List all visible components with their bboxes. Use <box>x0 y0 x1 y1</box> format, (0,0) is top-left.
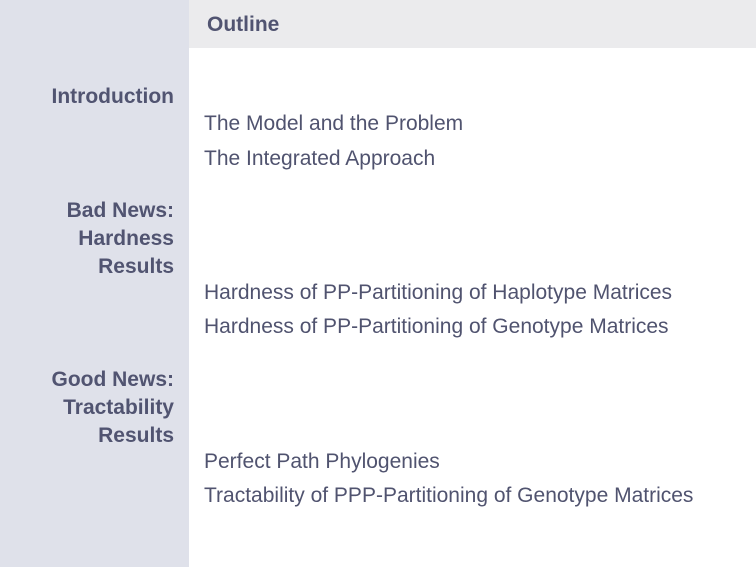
section-heading-line: Introduction <box>51 85 174 108</box>
section-heading-line: Good News: <box>51 368 174 391</box>
outline-item: The Integrated Approach <box>204 147 436 170</box>
outline-item: Perfect Path Phylogenies <box>204 450 440 473</box>
outline-sidebar <box>0 0 189 567</box>
section-heading-line: Hardness <box>78 227 174 250</box>
section-heading-line: Bad News: <box>66 199 174 222</box>
title-bar <box>189 0 756 48</box>
outline-item: Hardness of PP-Partitioning of Genotype … <box>204 315 669 338</box>
outline-item: Hardness of PP-Partitioning of Haplotype… <box>204 281 673 304</box>
section-heading-line: Results <box>98 255 174 278</box>
section-heading-good-news: Good News: Tractability Results <box>51 366 174 450</box>
section-heading-bad-news: Bad News: Hardness Results <box>67 197 174 281</box>
section-heading-line: Tractability <box>63 396 174 419</box>
section-heading-line: Results <box>98 424 174 447</box>
outline-item: Tractability of PPP-Partitioning of Geno… <box>204 484 694 507</box>
outline-item: The Model and the Problem <box>204 112 464 135</box>
slide-title: Outline <box>207 13 280 36</box>
section-heading-introduction: Introduction <box>52 83 174 111</box>
